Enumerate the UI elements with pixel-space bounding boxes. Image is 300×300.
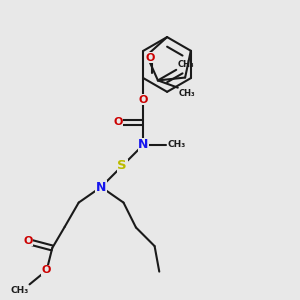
Text: O: O [42,266,51,275]
Text: N: N [96,181,106,194]
Text: O: O [23,236,33,246]
Text: CH₃: CH₃ [179,88,195,98]
Text: N: N [138,138,148,151]
Text: O: O [113,117,123,127]
Text: O: O [146,53,155,63]
Text: S: S [117,159,127,172]
Text: O: O [139,95,148,105]
Text: CH₃: CH₃ [177,60,194,69]
Text: CH₃: CH₃ [10,286,28,295]
Text: CH₃: CH₃ [167,140,185,148]
